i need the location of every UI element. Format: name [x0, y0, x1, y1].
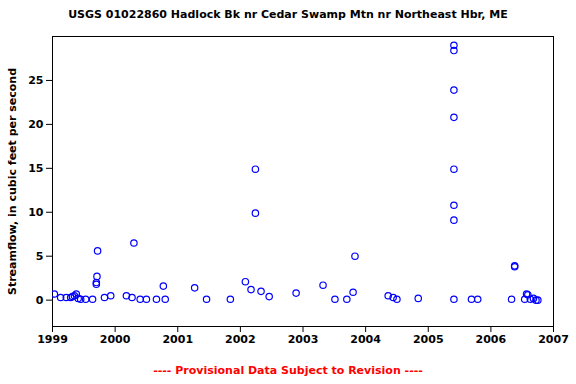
- svg-text:Streamflow, in cubic feet per: Streamflow, in cubic feet per second: [6, 68, 19, 295]
- svg-text:2005: 2005: [413, 333, 444, 346]
- svg-text:2003: 2003: [288, 333, 319, 346]
- svg-text:1999: 1999: [37, 333, 68, 346]
- svg-text:2002: 2002: [225, 333, 256, 346]
- svg-text:15: 15: [28, 162, 43, 175]
- svg-text:25: 25: [28, 74, 43, 87]
- svg-text:10: 10: [28, 206, 44, 219]
- html-text:USGS 01022860 Hadlock Bk nr Ce: USGS 01022860 Hadlock Bk nr Cedar Swamp …: [68, 8, 508, 21]
- svg-text:2004: 2004: [350, 333, 381, 346]
- svg-text:0: 0: [36, 294, 44, 307]
- svg-text:20: 20: [28, 118, 44, 131]
- svg-text:2006: 2006: [476, 333, 507, 346]
- svg-text:2001: 2001: [162, 333, 193, 346]
- svg-text:2000: 2000: [100, 333, 131, 346]
- svg-text:2007: 2007: [538, 333, 569, 346]
- svg-text:5: 5: [36, 250, 44, 263]
- html-text:---- Provisional Data Subject: ---- Provisional Data Subject to Revisio…: [153, 364, 423, 377]
